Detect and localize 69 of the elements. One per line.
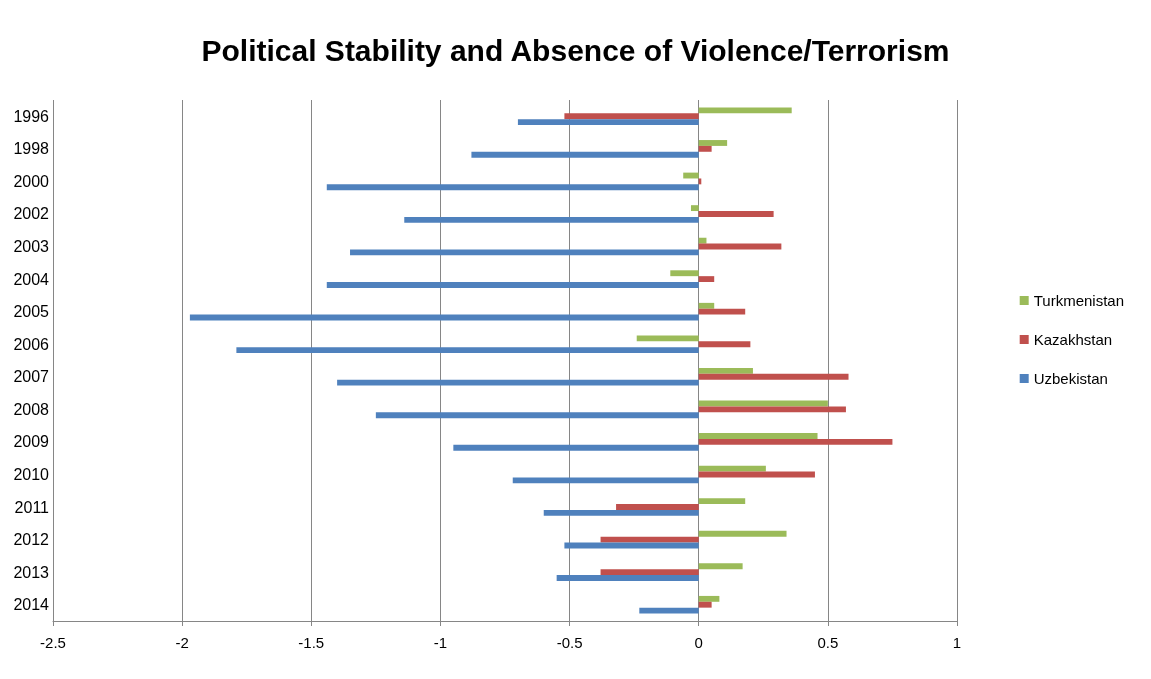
bar (616, 504, 699, 510)
y-tick-label: 1998 (13, 140, 50, 158)
bar (698, 563, 743, 570)
bar (698, 367, 753, 374)
x-tick-label: 0.5 (817, 634, 839, 651)
y-tick-label: 2000 (13, 172, 50, 190)
bar (600, 536, 699, 543)
y-tick-label: 2013 (13, 563, 50, 581)
y-tick-label: 2011 (14, 498, 50, 516)
x-tick-label: -1.5 (298, 634, 325, 651)
bar (698, 276, 715, 283)
y-tick-label: 2012 (13, 531, 50, 549)
y-tick-label: 2008 (13, 400, 50, 418)
bar (639, 607, 699, 614)
bar (600, 569, 699, 576)
bar (698, 211, 774, 217)
x-tick-label: 0 (694, 634, 703, 651)
legend-label: Turkmenistan (1033, 292, 1124, 309)
y-tick-label: 2010 (13, 465, 50, 483)
bar (698, 237, 707, 244)
bar (453, 444, 699, 451)
bar (698, 140, 728, 146)
bar (564, 113, 699, 120)
x-tick-label: 1 (952, 634, 962, 651)
bar (517, 119, 699, 126)
x-tick-label: -1 (433, 634, 448, 651)
bar (698, 373, 849, 380)
y-tick-label: 1996 (13, 107, 50, 125)
bar (698, 433, 818, 439)
bar (698, 601, 712, 608)
bar (326, 282, 699, 288)
y-tick-label: 2006 (13, 335, 50, 353)
bar (698, 498, 746, 505)
y-tick-label: 2014 (13, 596, 50, 614)
chart-title: Political Stability and Absence of Violence/Terrorism (201, 33, 950, 67)
y-tick-label: 2009 (13, 433, 50, 451)
x-tick-label: -2 (175, 634, 189, 651)
bar (670, 270, 699, 277)
legend-label: Uzbekistan (1033, 370, 1108, 387)
x-tick-label: -2.5 (40, 634, 66, 651)
y-tick-label: 2003 (13, 238, 50, 256)
bar (543, 509, 699, 516)
bar (698, 595, 720, 602)
bar (698, 145, 712, 152)
x-tick-label: -0.5 (556, 634, 583, 651)
legend-label: Kazakhstan (1033, 331, 1113, 348)
bar (375, 412, 699, 419)
bar (471, 151, 699, 158)
bar (698, 341, 751, 348)
bar (236, 347, 699, 354)
bar (698, 107, 792, 114)
bar (350, 249, 699, 256)
bar (698, 465, 766, 472)
bar (337, 379, 699, 386)
bar (512, 477, 699, 484)
bar (636, 335, 699, 342)
bar (690, 205, 699, 212)
bar (698, 302, 715, 309)
bar (698, 530, 787, 537)
y-tick-label: 2007 (13, 368, 50, 386)
bar (326, 184, 699, 191)
y-tick-label: 2005 (13, 303, 50, 321)
bar (698, 308, 746, 315)
y-tick-label: 2002 (13, 205, 50, 223)
bar (556, 575, 699, 581)
bar (404, 216, 699, 223)
bar (698, 438, 893, 445)
y-tick-label: 2004 (13, 270, 50, 288)
bar (698, 406, 846, 413)
